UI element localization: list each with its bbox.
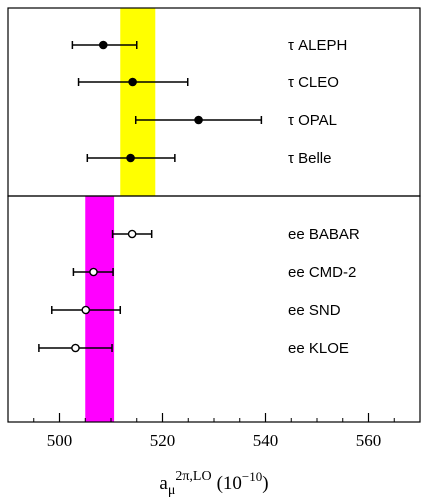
- x-tick-label-500: 500: [47, 431, 73, 450]
- label-ee-snd: ee SND: [288, 302, 341, 319]
- point-cleo: [128, 77, 137, 87]
- average-bands: [85, 8, 156, 422]
- x-tick-label-540: 540: [253, 431, 279, 450]
- point-aleph: [98, 40, 108, 50]
- label-opal: τ OPAL: [288, 112, 337, 129]
- label-aleph: τ ALEPH: [288, 37, 347, 54]
- point-ee-kloe: [71, 343, 80, 353]
- label-belle: τ Belle: [288, 150, 331, 167]
- x-axis-title-units-exp: −10: [242, 469, 262, 484]
- label-ee-cmd-2: ee CMD-2: [288, 264, 356, 281]
- point-opal: [194, 115, 203, 125]
- x-tick-label-560: 560: [356, 431, 382, 450]
- x-axis-title-sub: μ: [168, 483, 176, 498]
- x-axis-title-sup: 2π,LO: [175, 469, 211, 484]
- ee-average-band: [85, 196, 115, 422]
- x-axis-title-base: a: [159, 473, 168, 494]
- point-ee-cmd-2: [89, 267, 98, 277]
- tau-average-band: [120, 8, 156, 196]
- x-axis-title-units: (10: [217, 473, 242, 494]
- data-marks: [38, 40, 263, 353]
- point-ee-babar: [127, 229, 137, 239]
- x-axis: 500 520 540 560: [33, 413, 395, 450]
- x-axis-title-units-close: ): [262, 473, 268, 494]
- point-ee-snd: [81, 305, 91, 315]
- plot-frame-top: [7, 7, 421, 197]
- x-tick-label-520: 520: [150, 431, 176, 450]
- point-belle: [126, 153, 135, 163]
- point-labels: τ ALEPH τ CLEO τ OPAL τ Belle ee BABAR ee CMD…: [288, 37, 360, 357]
- x-axis-title: aμ2π,LO (10−10): [159, 469, 268, 498]
- label-cleo: τ CLEO: [288, 74, 339, 91]
- label-ee-babar: ee BABAR: [288, 226, 360, 243]
- label-ee-kloe: ee KLOE: [288, 340, 349, 357]
